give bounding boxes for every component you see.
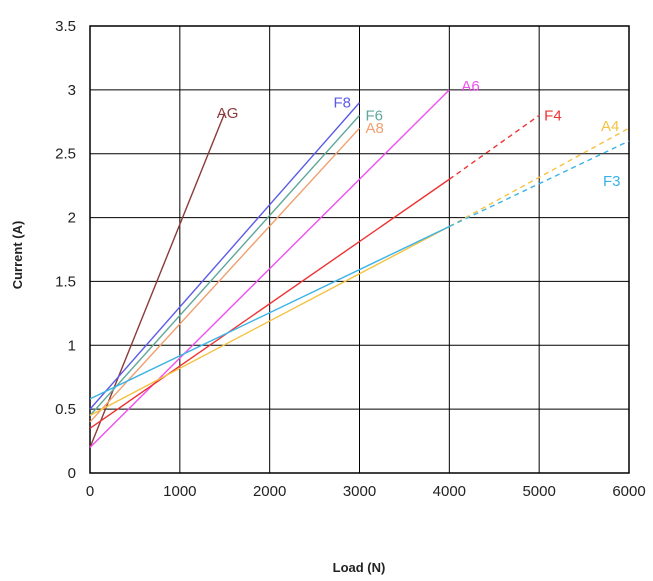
series-label-ag: AG (217, 105, 239, 122)
series-label-a6: A6 (461, 78, 479, 95)
x-tick-label: 1000 (163, 483, 196, 500)
x-tick-label: 6000 (612, 483, 645, 500)
y-tick-label: 1.5 (55, 273, 76, 290)
x-tick-label: 0 (86, 483, 94, 500)
y-tick-label: 0 (68, 465, 76, 482)
series-label-f3: F3 (603, 173, 621, 190)
x-tick-label: 2000 (253, 483, 286, 500)
series-line-extension-f3 (449, 140, 630, 228)
series-group (89, 89, 630, 448)
y-tick-label: 2 (68, 210, 76, 227)
series-line-extension-a4 (448, 127, 630, 228)
series-line-a8 (89, 127, 361, 423)
x-tick-label: 4000 (433, 483, 466, 500)
series-label-a8: A8 (366, 120, 384, 137)
series-line-a6 (89, 89, 450, 448)
series-label-f8: F8 (334, 95, 352, 112)
series-label-a4: A4 (601, 118, 619, 135)
tick-labels: 0 1000 2000 3000 4000 5000 6000 0 0.5 1 1.5 2 2.5 3 3.… (55, 18, 646, 500)
y-tick-label: 3 (68, 82, 76, 99)
y-tick-label: 3.5 (55, 18, 76, 35)
y-tick-label: 0.5 (55, 401, 76, 418)
series-line-a4 (89, 225, 450, 417)
y-tick-label: 1 (68, 337, 76, 354)
x-tick-label: 3000 (343, 483, 376, 500)
series-line-f8 (89, 102, 361, 410)
series-label-f4: F4 (544, 107, 562, 124)
series-line-f4 (89, 178, 450, 429)
x-axis-title: Load (N) (333, 560, 386, 575)
x-tick-label: 5000 (522, 483, 555, 500)
y-axis-title: Current (A) (10, 221, 25, 290)
grid (89, 25, 630, 474)
series-label-f6: F6 (366, 107, 384, 124)
series-line-f3 (89, 225, 450, 400)
series-line-extension-f4 (448, 114, 540, 180)
plot-frame (89, 25, 630, 474)
series-line-f6 (89, 114, 361, 416)
series-line-ag (89, 112, 226, 448)
y-tick-label: 2.5 (55, 146, 76, 163)
